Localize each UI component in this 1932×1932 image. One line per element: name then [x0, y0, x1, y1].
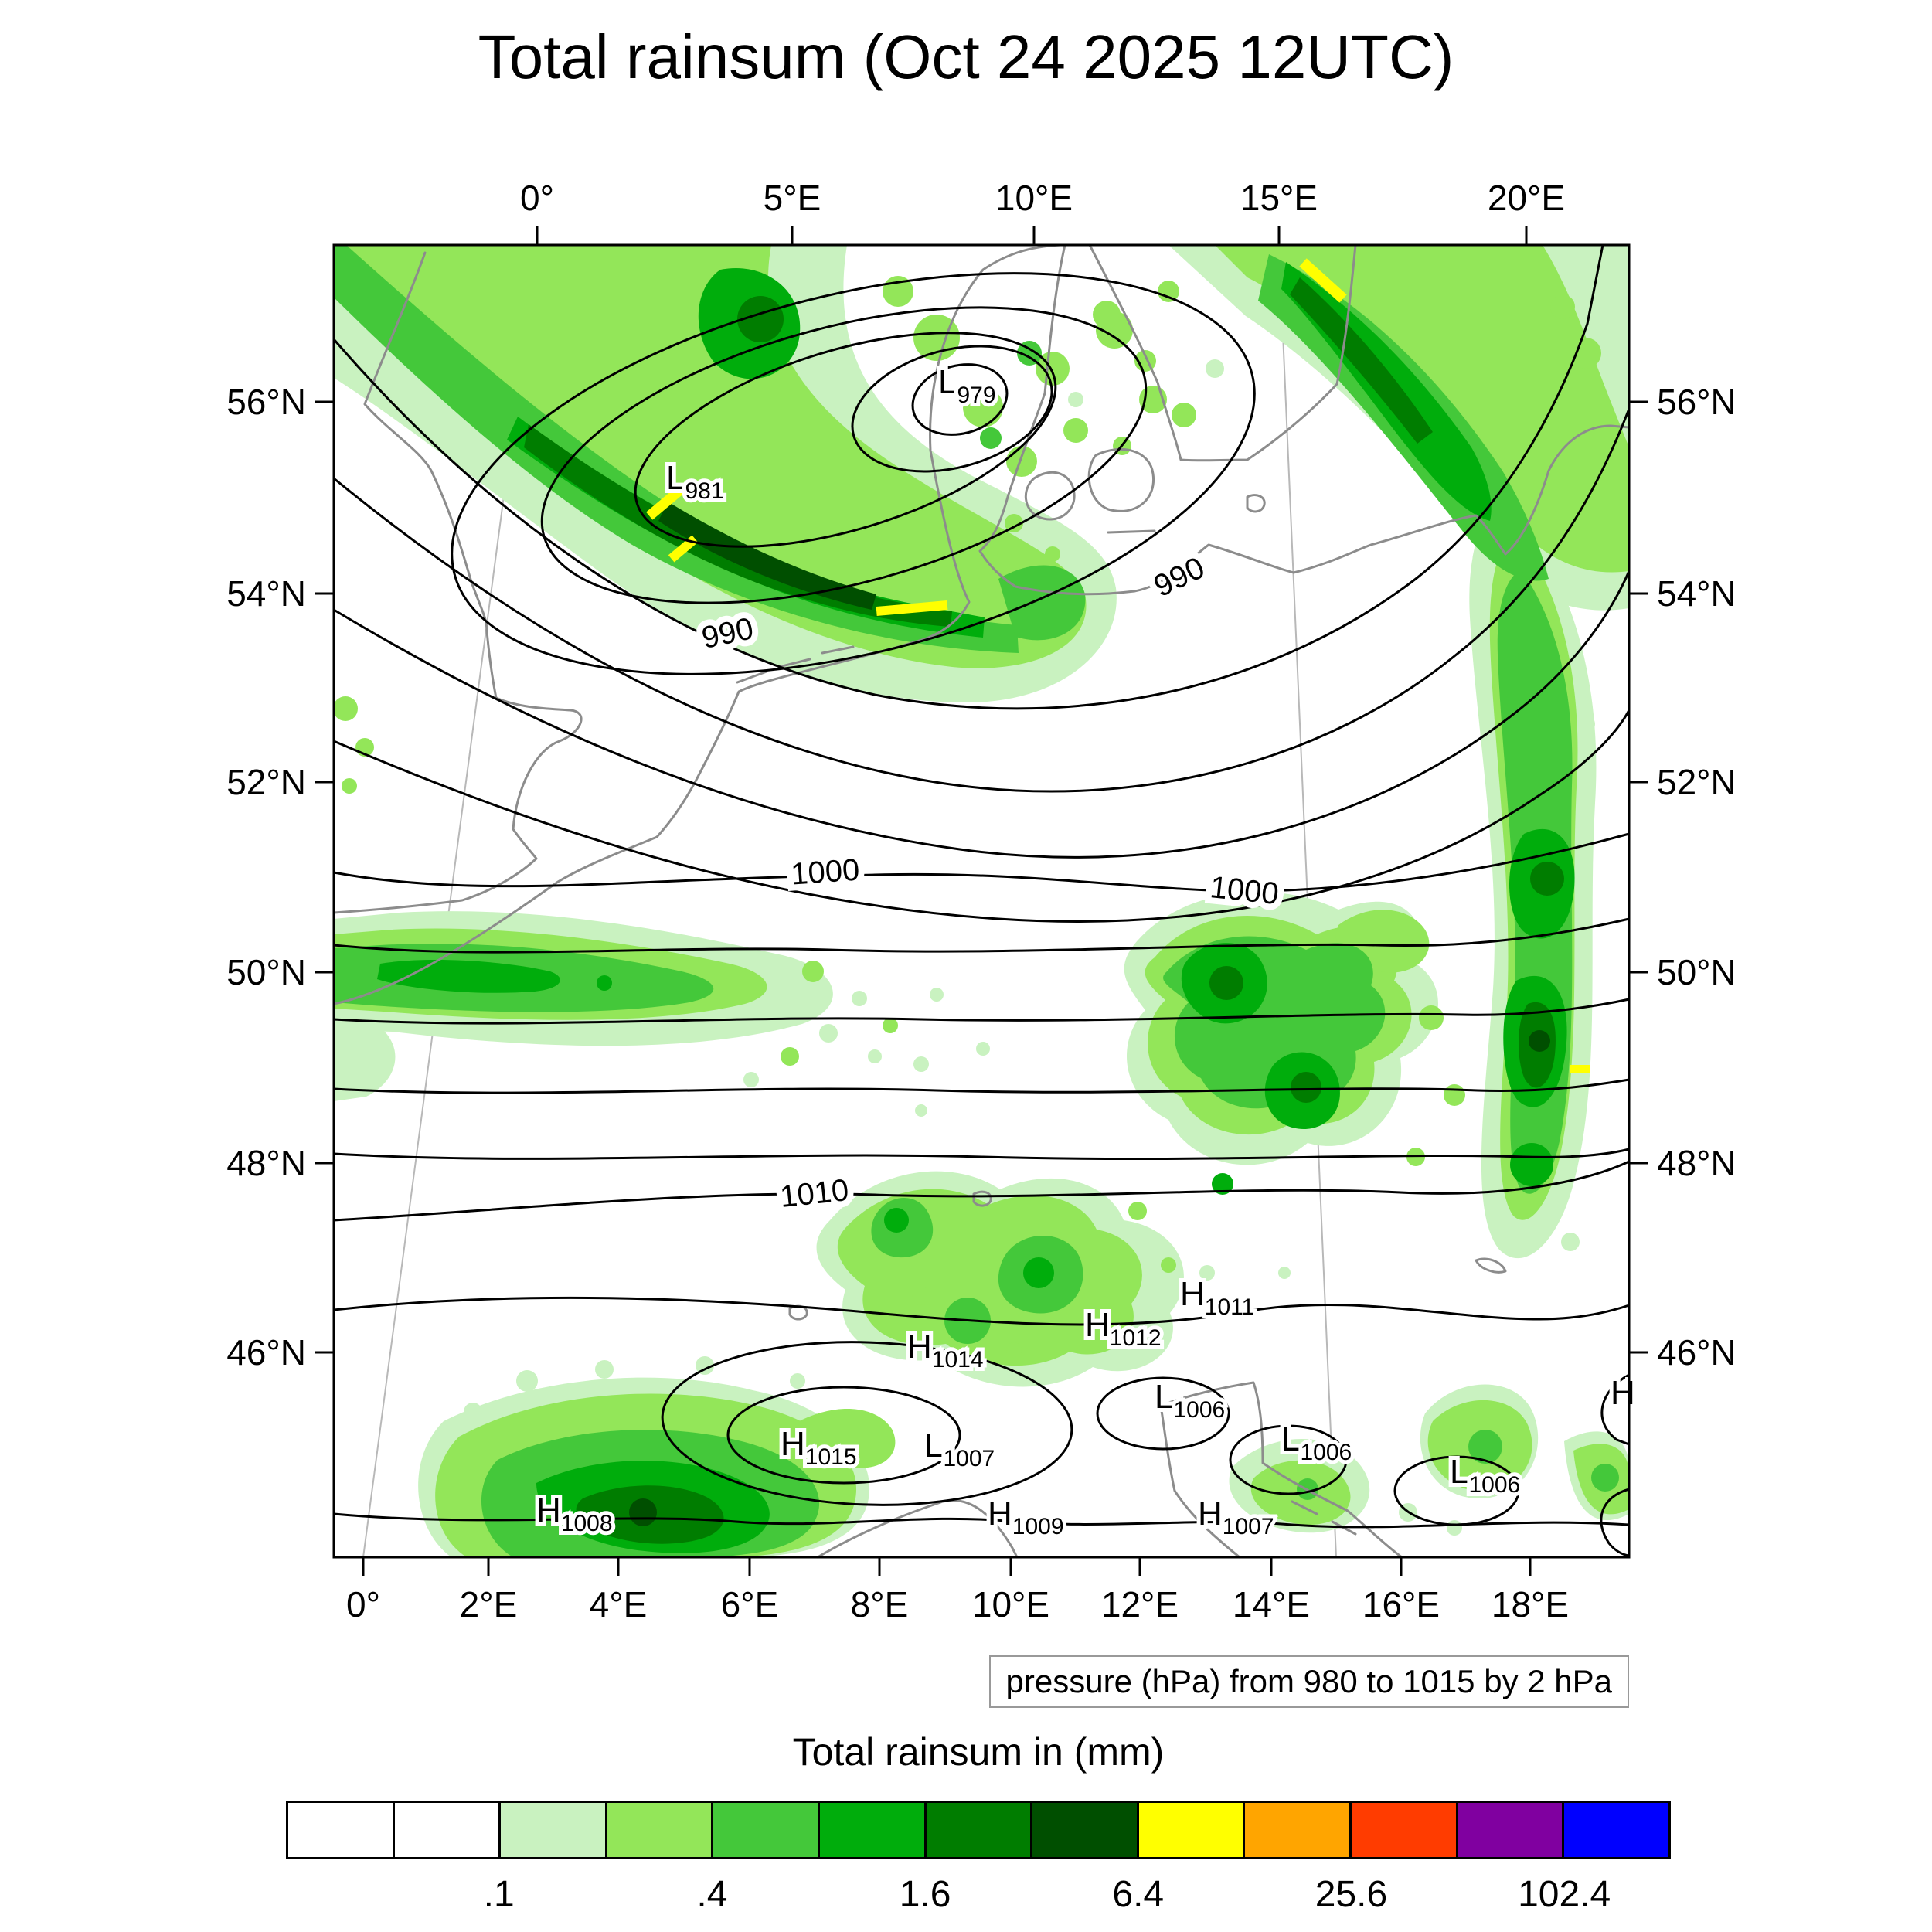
isobar-label: 990 — [1148, 550, 1209, 604]
right-axis-label: 52°N — [1657, 762, 1736, 802]
bottom-axis-label: 18°E — [1491, 1584, 1570, 1624]
pressure-center-label: L979 — [938, 363, 996, 408]
top-axis-label: 10°E — [995, 178, 1073, 218]
colorbar-tick-label: 1.6 — [899, 1874, 951, 1915]
isobar-label: 1000 — [790, 853, 861, 892]
colorbar-cell — [1245, 1803, 1352, 1857]
colorbar-cell — [1352, 1803, 1458, 1857]
colorbar-cell — [1564, 1803, 1668, 1857]
left-axis-label: 48°N — [226, 1143, 306, 1183]
bottom-axis-label: 8°E — [850, 1584, 909, 1624]
colorbar-cell — [1458, 1803, 1565, 1857]
isobar-label: 1010 — [778, 1173, 850, 1214]
axis-ticks — [315, 226, 1648, 1576]
pressure-center-label: L1006 — [1450, 1453, 1520, 1498]
pressure-center-label: H1011 — [1180, 1275, 1254, 1320]
top-axis-label: 15°E — [1240, 178, 1318, 218]
pressure-center-label: H1009 — [988, 1495, 1064, 1539]
pressure-center-label: H1014 — [907, 1328, 984, 1372]
bottom-axis-label: 0° — [346, 1584, 380, 1624]
pressure-centers-layer: L979 L981 H1014 H1012 H1011 L1006 H1015 L1007 L1… — [532, 359, 1639, 1543]
top-axis-label: 0° — [520, 178, 554, 218]
colorbar-cell — [394, 1803, 502, 1857]
colorbar-tick-label: 102.4 — [1518, 1874, 1611, 1915]
colorbar-tick-label: 25.6 — [1315, 1874, 1388, 1915]
left-axis-label: 56°N — [226, 382, 306, 422]
map-frame — [332, 243, 1631, 1559]
right-axis-label: 54°N — [1657, 573, 1736, 614]
page-title: Total rainsum (Oct 24 2025 12UTC) — [478, 22, 1454, 91]
right-axis-label: 48°N — [1657, 1143, 1736, 1183]
rain-shading-layer — [333, 245, 1629, 1557]
bottom-axis-label: 4°E — [589, 1584, 648, 1624]
legend-title: Total rainsum in (mm) — [792, 1730, 1165, 1774]
right-axis-label: 56°N — [1657, 382, 1736, 422]
colorbar — [286, 1801, 1671, 1859]
colorbar-cell — [713, 1803, 821, 1857]
pressure-center-label: L1007 — [924, 1427, 995, 1471]
colorbar-tick-label: .1 — [483, 1874, 515, 1915]
bottom-axis-label: 12°E — [1100, 1584, 1179, 1624]
colorbar-cell — [1138, 1803, 1246, 1857]
right-axis-label: 46°N — [1657, 1332, 1736, 1372]
top-axis-label: 20°E — [1487, 178, 1566, 218]
pressure-center-label: H — [1611, 1374, 1635, 1412]
pressure-center-label: H1008 — [536, 1492, 613, 1536]
pressure-center-label: L1006 — [1155, 1378, 1225, 1423]
bottom-axis-label: 2°E — [459, 1584, 518, 1624]
isobar-label: 1000 — [1209, 870, 1281, 911]
colorbar-cell — [501, 1803, 607, 1857]
colorbar-tick-label: 6.4 — [1112, 1874, 1165, 1915]
pressure-center-label: L981 — [666, 459, 724, 504]
right-axis-label: 50°N — [1657, 952, 1736, 992]
pressure-center-label: L1006 — [1281, 1420, 1352, 1465]
top-axis-label: 5°E — [763, 178, 821, 218]
bottom-axis-label: 6°E — [720, 1584, 779, 1624]
left-axis-label: 52°N — [226, 762, 306, 802]
bottom-axis-label: 14°E — [1232, 1584, 1311, 1624]
colorbar-cell — [1032, 1803, 1139, 1857]
left-axis-label: 50°N — [226, 952, 306, 992]
pressure-center-label: H1015 — [781, 1425, 857, 1470]
colorbar-cell — [288, 1803, 395, 1857]
colorbar-cell — [607, 1803, 714, 1857]
colorbar-cell — [926, 1803, 1033, 1857]
pressure-center-label: H1007 — [1198, 1495, 1274, 1539]
left-axis-label: 54°N — [226, 573, 306, 614]
colorbar-tick-label: .4 — [696, 1874, 728, 1915]
bottom-axis-label: 10°E — [971, 1584, 1050, 1624]
isobar-contours-layer — [332, 244, 1631, 1557]
pressure-caption: pressure (hPa) from 980 to 1015 by 2 hPa — [988, 1655, 1629, 1708]
pressure-center-label: H1012 — [1085, 1306, 1162, 1351]
colorbar-cell — [820, 1803, 927, 1857]
left-axis-label: 46°N — [226, 1332, 306, 1372]
bottom-axis-label: 16°E — [1362, 1584, 1440, 1624]
